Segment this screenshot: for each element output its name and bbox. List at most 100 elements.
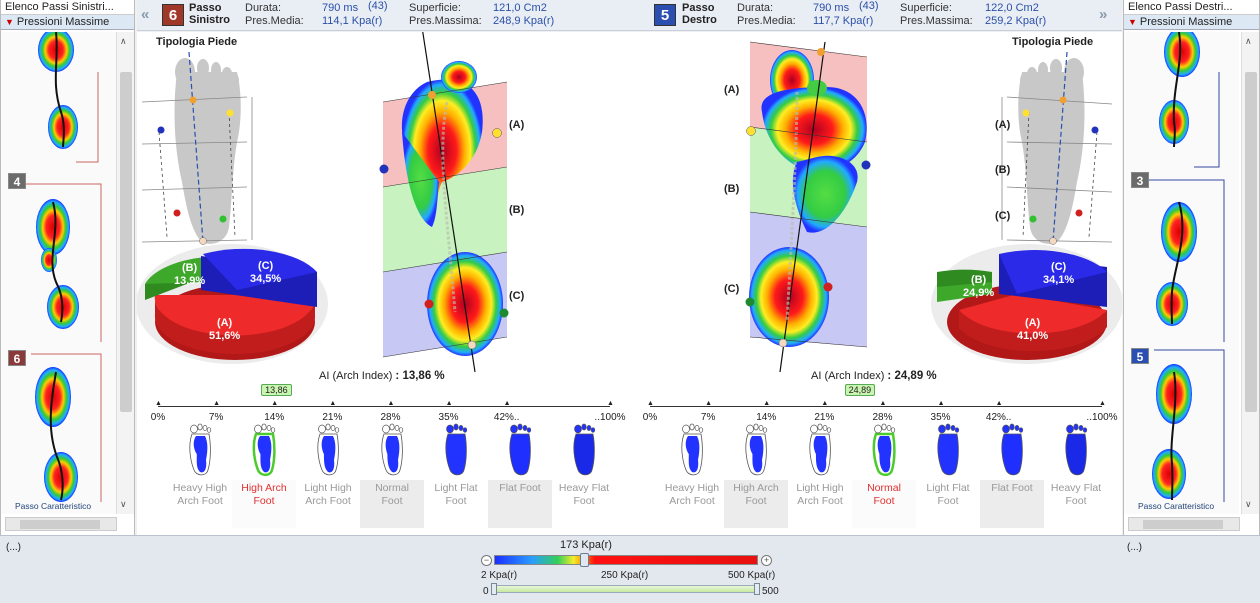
foot-type-icon (180, 420, 220, 483)
foot-type-option[interactable]: Heavy Flat Foot (552, 480, 616, 528)
scale-label: 28% (872, 412, 893, 423)
step-badge-4[interactable]: 4 (8, 173, 26, 189)
left-step-list[interactable]: 4 6 Passo Caratteristico (1, 32, 116, 514)
left-foot-type-title: Tipologia Piede (156, 36, 238, 48)
foot-type-option[interactable]: High Arch Foot (232, 480, 296, 528)
step-header-bar: « 6 Passo Sinistro Durata: 790 ms (43) Pr… (137, 0, 1122, 31)
range-slider-min-handle[interactable] (491, 583, 497, 595)
range-slider-max-handle[interactable] (754, 583, 760, 595)
foot-type-option[interactable]: Light High Arch Foot (296, 480, 360, 528)
gauge-slider-handle[interactable] (580, 553, 590, 567)
right-pie-label-c: (C) 34,1% (1043, 261, 1074, 287)
scroll-down-icon[interactable]: ∨ (120, 499, 127, 509)
right-presmedia-value: 117,7 Kpa(r) (813, 15, 874, 27)
scroll-thumb[interactable] (1245, 72, 1257, 412)
pressure-color-gradient[interactable] (494, 555, 758, 565)
right-pie-label-b-value: 24,9% (963, 287, 995, 299)
step-thumbnail-r1[interactable] (1159, 32, 1220, 168)
scale-tick: ▲ (271, 400, 279, 407)
right-step-list[interactable]: 3 5 Passo Caratteristico (1124, 32, 1239, 514)
step-thumbnail-6[interactable] (31, 353, 102, 502)
foot-type-option[interactable]: Normal Foot (360, 480, 424, 528)
foot-type-option[interactable]: Light High Arch Foot (788, 480, 852, 528)
foot-type-line1: Normal (375, 482, 409, 494)
left-step-title-line2: Sinistro (189, 14, 230, 26)
foot-type-line2: Foot (573, 495, 595, 507)
zoom-in-icon[interactable]: + (761, 555, 772, 566)
scale-label: 21% (322, 412, 343, 423)
step-badge-5[interactable]: 5 (1131, 348, 1149, 364)
left-more-button[interactable]: (...) (6, 542, 21, 553)
foot-type-option[interactable]: Heavy High Arch Foot (660, 480, 724, 528)
left-panel-hscrollbar[interactable] (5, 517, 117, 531)
right-pressure-heatmap (745, 41, 871, 373)
foot-type-icon (500, 420, 540, 483)
previous-step-icon[interactable]: « (141, 6, 150, 23)
right-diagram-a-label: (A) (995, 119, 1011, 131)
scroll-down-icon[interactable]: ∨ (1245, 499, 1252, 509)
foot-type-option[interactable]: High Arch Foot (724, 480, 788, 528)
left-durata-value: 790 ms (322, 2, 359, 14)
left-panel-scrollbar[interactable]: ∧ ∨ (116, 32, 134, 514)
scale-tick: ▲ (705, 400, 713, 407)
left-panel-title[interactable]: Elenco Passi Sinistri... (1, 0, 134, 15)
foot-type-option[interactable]: Heavy Flat Foot (1044, 480, 1108, 528)
right-superficie-label: Superficie: (900, 2, 952, 14)
scroll-up-icon[interactable]: ∧ (1245, 36, 1252, 46)
right-panel-title[interactable]: Elenco Passi Destri... (1124, 0, 1259, 15)
hscroll-thumb[interactable] (20, 520, 100, 529)
foot-type-option[interactable]: Flat Foot (488, 480, 552, 528)
right-arch-index-marker[interactable]: 24,89 (844, 384, 876, 396)
right-arch-index-label: AI (Arch Index) (811, 370, 885, 382)
range-max-label: 500 (762, 586, 779, 597)
foot-type-line2: Foot (937, 495, 959, 507)
zoom-out-icon[interactable]: − (481, 555, 492, 566)
scroll-thumb[interactable] (120, 72, 132, 412)
foot-type-option[interactable]: Flat Foot (980, 480, 1044, 528)
right-durata-label: Durata: (737, 2, 774, 14)
left-pie-label-c-value: 34,5% (250, 273, 282, 285)
gauge-mid-label: 250 Kpa(r) (601, 570, 649, 581)
right-panel-hscrollbar[interactable] (1128, 517, 1240, 531)
right-arch-index-value: : 24,89 % (887, 370, 937, 382)
foot-type-line1: Flat Foot (991, 482, 1033, 494)
foot-type-option[interactable]: Light Flat Foot (424, 480, 488, 528)
scale-label: 14% (264, 412, 285, 423)
right-zone-a-label: (A) (724, 84, 740, 96)
hscroll-thumb[interactable] (1143, 520, 1223, 529)
step-badge-6[interactable]: 6 (8, 350, 26, 366)
foot-type-option[interactable]: Light Flat Foot (916, 480, 980, 528)
scale-label: 42%.. (493, 412, 520, 423)
step-badge-3[interactable]: 3 (1131, 172, 1149, 188)
foot-type-line2: Arch Foot (669, 495, 715, 507)
foot-type-line2: Foot (745, 495, 767, 507)
range-slider[interactable] (492, 585, 760, 593)
scroll-up-icon[interactable]: ∧ (120, 36, 127, 46)
right-panel-scrollbar[interactable]: ∧ ∨ (1241, 32, 1259, 514)
left-zone-c-label: (C) (509, 290, 525, 302)
left-presmassima-value: 248,9 Kpa(r) (493, 15, 555, 27)
foot-type-option[interactable]: Normal Foot (852, 480, 916, 528)
next-step-icon[interactable]: » (1099, 6, 1108, 23)
foot-type-line2: Arch Foot (305, 495, 351, 507)
foot-type-icon (928, 420, 968, 483)
collapse-icon: ▼ (5, 17, 14, 27)
left-panel-subtitle-label: Pressioni Massime (16, 16, 110, 28)
left-superficie-label: Superficie: (409, 2, 461, 14)
left-arch-index-marker[interactable]: 13,86 (261, 384, 292, 396)
foot-type-line2: Arch Foot (177, 495, 223, 507)
step-thumbnail-5[interactable] (1152, 349, 1225, 502)
left-panel-subtitle[interactable]: ▼ Pressioni Massime (1, 15, 134, 30)
step-thumbnail-1[interactable] (38, 32, 99, 163)
foot-type-icon (800, 420, 840, 483)
right-panel-subtitle[interactable]: ▼ Pressioni Massime (1124, 15, 1259, 30)
foot-type-option[interactable]: Heavy High Arch Foot (168, 480, 232, 528)
scale-tick: ▲ (879, 400, 887, 407)
scale-label: 7% (700, 412, 716, 423)
left-durata-label: Durata: (245, 2, 282, 14)
left-step-title: Passo Sinistro (189, 2, 230, 26)
foot-type-line1: Light Flat (434, 482, 478, 494)
step-thumbnail-4[interactable] (21, 183, 102, 342)
right-more-button[interactable]: (...) (1127, 542, 1142, 553)
step-thumbnail-3[interactable] (1144, 179, 1225, 342)
